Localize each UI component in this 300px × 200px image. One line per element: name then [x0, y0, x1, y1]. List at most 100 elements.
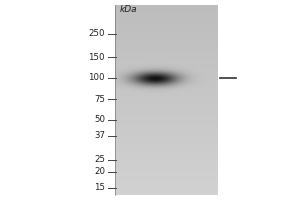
Bar — [115, 25, 218, 26]
Bar — [115, 149, 218, 150]
Bar — [115, 107, 218, 108]
Bar — [115, 127, 218, 128]
Bar — [115, 50, 218, 51]
Text: kDa: kDa — [120, 5, 138, 15]
Bar — [115, 173, 218, 174]
Bar — [115, 109, 218, 110]
Bar — [115, 78, 218, 79]
Bar — [115, 28, 218, 29]
Bar — [115, 180, 218, 181]
Bar — [115, 120, 218, 121]
Bar — [115, 60, 218, 61]
Bar — [115, 112, 218, 113]
Bar — [115, 163, 218, 164]
Bar — [115, 15, 218, 16]
Bar — [115, 165, 218, 166]
Bar — [115, 11, 218, 12]
Bar — [115, 106, 218, 107]
Bar — [115, 148, 218, 149]
Bar — [115, 86, 218, 87]
Bar — [115, 33, 218, 34]
Bar — [115, 98, 218, 99]
Bar — [115, 150, 218, 151]
Bar — [115, 61, 218, 62]
Bar — [115, 191, 218, 192]
Bar — [115, 57, 218, 58]
Bar — [115, 132, 218, 133]
Bar — [115, 147, 218, 148]
Bar — [115, 162, 218, 163]
Text: 37: 37 — [94, 132, 105, 140]
Bar — [115, 187, 218, 188]
Bar — [115, 116, 218, 117]
Bar — [115, 10, 218, 11]
Bar — [115, 104, 218, 105]
Bar — [115, 41, 218, 42]
Bar — [115, 139, 218, 140]
Bar — [115, 123, 218, 124]
Bar — [115, 192, 218, 193]
Bar — [115, 9, 218, 10]
Bar — [115, 185, 218, 186]
Bar — [115, 177, 218, 178]
Bar — [115, 159, 218, 160]
Bar — [115, 34, 218, 35]
Bar — [115, 90, 218, 91]
Bar — [115, 133, 218, 134]
Bar — [115, 62, 218, 63]
Text: 150: 150 — [88, 52, 105, 62]
Bar — [115, 119, 218, 120]
Bar — [115, 75, 218, 76]
Bar — [115, 99, 218, 100]
Bar — [115, 131, 218, 132]
Bar — [115, 52, 218, 53]
Bar — [115, 89, 218, 90]
Bar — [115, 76, 218, 77]
Bar — [115, 183, 218, 184]
Bar — [115, 141, 218, 142]
Bar — [115, 193, 218, 194]
Bar — [115, 71, 218, 72]
Bar — [115, 179, 218, 180]
Bar — [115, 97, 218, 98]
Bar — [115, 170, 218, 171]
Bar — [115, 182, 218, 183]
Bar — [115, 164, 218, 165]
Bar — [115, 32, 218, 33]
Bar — [115, 74, 218, 75]
Bar — [115, 113, 218, 114]
Bar — [115, 26, 218, 27]
Bar — [115, 103, 218, 104]
Bar — [115, 186, 218, 187]
Bar — [115, 130, 218, 131]
Bar — [115, 77, 218, 78]
Bar — [115, 21, 218, 22]
Bar — [115, 110, 218, 111]
Bar — [115, 189, 218, 190]
Text: 100: 100 — [88, 73, 105, 82]
Bar — [115, 35, 218, 36]
Bar — [115, 40, 218, 41]
Bar — [115, 125, 218, 126]
Bar — [115, 175, 218, 176]
Bar — [115, 54, 218, 55]
Bar — [115, 49, 218, 50]
Bar — [115, 118, 218, 119]
Bar — [115, 79, 218, 80]
Bar — [115, 190, 218, 191]
Bar — [115, 124, 218, 125]
Bar — [115, 178, 218, 179]
Bar — [115, 96, 218, 97]
Text: 20: 20 — [94, 168, 105, 176]
Bar — [115, 161, 218, 162]
Text: 250: 250 — [88, 29, 105, 38]
Bar — [115, 102, 218, 103]
Bar — [115, 171, 218, 172]
Bar — [115, 121, 218, 122]
Bar — [115, 188, 218, 189]
Bar — [115, 65, 218, 66]
Bar — [115, 114, 218, 115]
Bar — [115, 142, 218, 143]
Bar — [115, 30, 218, 31]
Bar — [115, 135, 218, 136]
